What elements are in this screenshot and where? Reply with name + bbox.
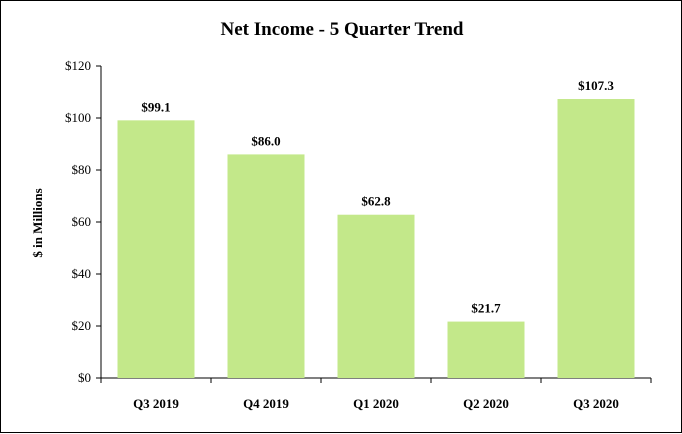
bar — [117, 120, 195, 378]
y-tick-label: $80 — [72, 162, 92, 177]
data-labels: $99.1 $86.0 $62.8 $21.7 $107.3 — [141, 78, 614, 316]
y-tick-label: $100 — [65, 110, 91, 125]
y-tick-label: $60 — [72, 214, 92, 229]
bar — [227, 154, 305, 378]
data-label: $86.0 — [251, 133, 280, 148]
x-tick-labels: Q3 2019 Q4 2019 Q1 2020 Q2 2020 Q3 2020 — [133, 396, 619, 411]
data-label: $107.3 — [578, 78, 614, 93]
x-tick-label: Q4 2019 — [243, 396, 289, 411]
chart-title: Net Income - 5 Quarter Trend — [221, 19, 464, 40]
data-label: $21.7 — [471, 301, 501, 316]
bar — [557, 99, 635, 379]
y-tick-label: $40 — [72, 266, 92, 281]
x-tick-label: Q2 2020 — [463, 396, 509, 411]
y-tick-labels: $0 $20 $40 $60 $80 $100 $120 — [65, 58, 91, 385]
bar — [447, 321, 525, 378]
y-tick-label: $20 — [72, 318, 92, 333]
data-label: $62.8 — [361, 194, 391, 209]
data-label: $99.1 — [141, 99, 170, 114]
y-tick-label: $0 — [78, 370, 91, 385]
x-tick-label: Q3 2020 — [573, 396, 619, 411]
x-tick-label: Q3 2019 — [133, 396, 179, 411]
y-axis-label: $ in Millions — [30, 188, 45, 257]
y-tick-label: $120 — [65, 58, 91, 73]
bar — [337, 214, 415, 378]
x-tick-label: Q1 2020 — [353, 396, 399, 411]
bars — [117, 99, 635, 379]
